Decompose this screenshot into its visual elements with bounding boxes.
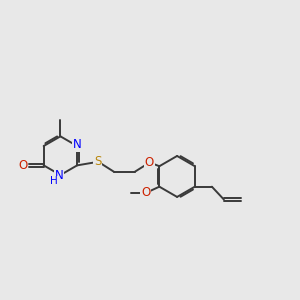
Text: N: N [55,169,63,182]
Text: H: H [50,176,58,186]
Text: N: N [73,138,82,151]
Text: S: S [94,155,101,168]
Text: O: O [145,156,154,169]
Text: O: O [18,159,27,172]
Text: O: O [141,186,150,200]
